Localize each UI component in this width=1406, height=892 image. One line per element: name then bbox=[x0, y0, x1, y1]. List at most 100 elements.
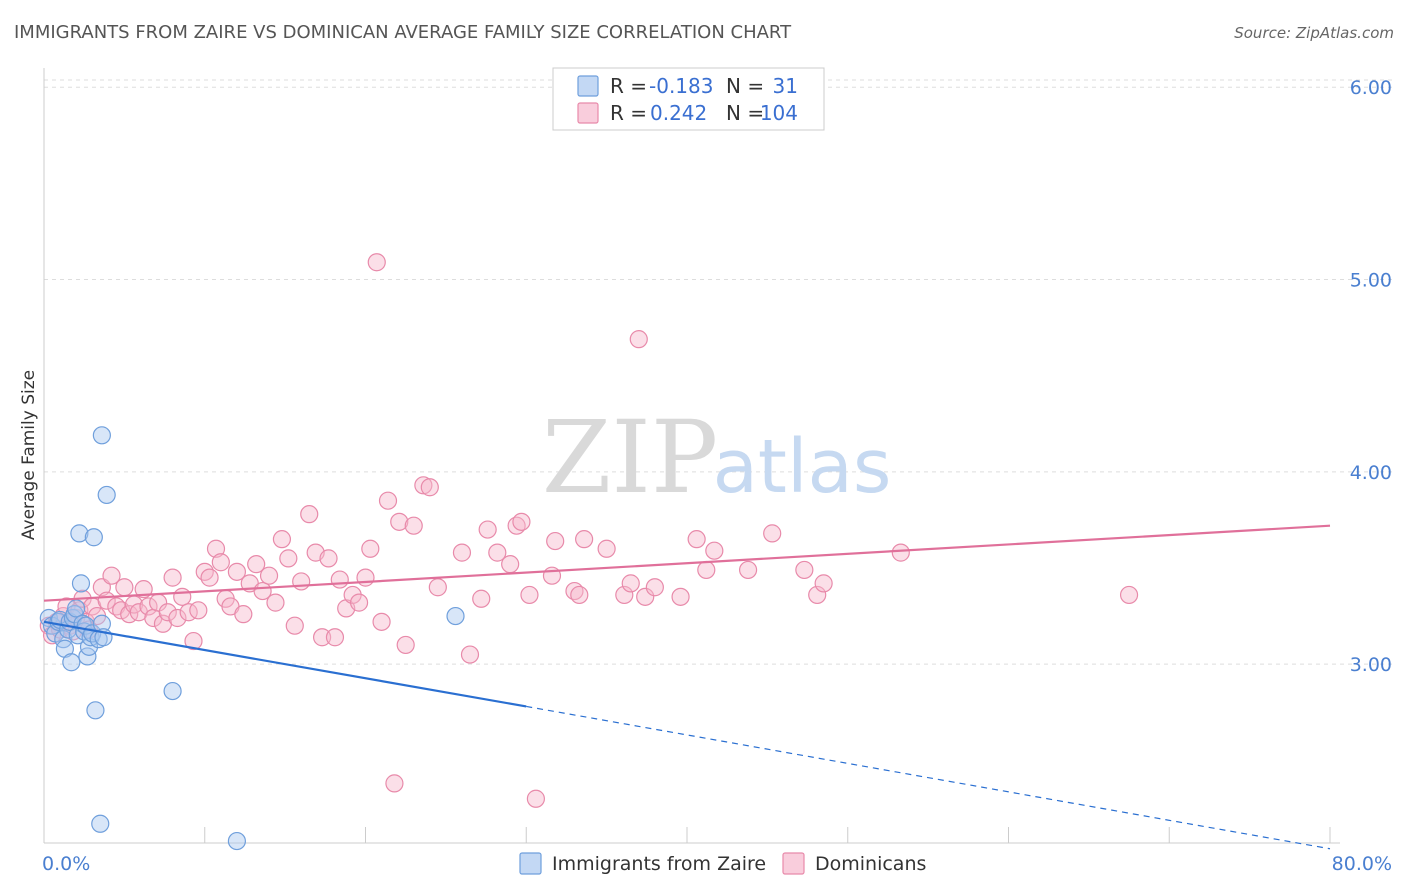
dominicans-point-39 bbox=[211, 553, 230, 572]
series-legend-swatch-dominicans bbox=[782, 852, 805, 875]
dominicans-point-53 bbox=[300, 505, 319, 524]
dominicans-point-45 bbox=[247, 555, 266, 574]
legend-r-value-1: -0.183 bbox=[649, 74, 713, 98]
dominicans-point-78 bbox=[488, 543, 507, 562]
dominicans-point-97 bbox=[697, 560, 716, 580]
y-axis-label: Average Family Size bbox=[19, 370, 39, 540]
dominicans-point-104 bbox=[891, 543, 910, 562]
x-tick-marks bbox=[43, 827, 1331, 843]
dominicans-point-42 bbox=[227, 562, 246, 581]
zaire-point-31 bbox=[163, 681, 182, 701]
dominicans-points bbox=[39, 253, 1139, 808]
dominicans-point-32 bbox=[173, 587, 192, 606]
y-tick-label-0: 3.00 bbox=[1350, 654, 1392, 676]
dominicans-point-73 bbox=[428, 578, 447, 597]
dominicans-point-65 bbox=[372, 612, 391, 631]
dominicans-point-74 bbox=[452, 543, 472, 562]
dominicans-point-36 bbox=[195, 562, 214, 581]
series-legend-label-dominicans: Dominicans bbox=[815, 853, 926, 875]
dominicans-point-62 bbox=[356, 568, 375, 587]
dominicans-point-89 bbox=[597, 539, 616, 558]
dominicans-point-66 bbox=[378, 491, 398, 510]
dominicans-point-96 bbox=[687, 530, 706, 549]
zaire-point-28 bbox=[91, 814, 110, 833]
y-tick-label-2: 5.00 bbox=[1350, 270, 1392, 292]
series-legend-swatch-zaire bbox=[519, 852, 542, 875]
dominicans-point-83 bbox=[526, 789, 545, 808]
zaire-point-9 bbox=[62, 653, 81, 672]
dominicans-point-37 bbox=[200, 568, 219, 587]
legend-r-label-1: R = bbox=[610, 74, 647, 98]
legend-n-label-1: N = bbox=[726, 74, 764, 98]
dominicans-point-92 bbox=[629, 330, 648, 349]
y-tick-labels: 3.00 4.00 5.00 6.00 bbox=[1350, 77, 1392, 676]
dominicans-point-94 bbox=[645, 578, 664, 597]
dominicans-point-91 bbox=[621, 574, 640, 593]
dominicans-point-56 bbox=[319, 549, 338, 568]
dominicans-point-58 bbox=[330, 570, 349, 589]
dominicans-point-51 bbox=[285, 616, 304, 635]
series-legend: Immigrants from Zaire Dominicans bbox=[519, 852, 926, 875]
dominicans-point-24 bbox=[134, 580, 153, 599]
trend-lines bbox=[43, 524, 1331, 850]
zaire-point-32 bbox=[227, 831, 246, 851]
zaire-trend-solid bbox=[43, 620, 527, 708]
dominicans-point-34 bbox=[184, 631, 203, 651]
dominicans-point-57 bbox=[325, 628, 345, 647]
dominicans-point-98 bbox=[705, 541, 724, 560]
correlation-legend: R = -0.183 N = 31 R = 0.242 N = 104 bbox=[552, 67, 825, 131]
zaire-points bbox=[39, 426, 465, 851]
zaire-point-12 bbox=[67, 599, 86, 618]
dominicans-point-48 bbox=[266, 593, 285, 612]
zaire-point-33 bbox=[446, 606, 465, 626]
x-tick-label-max: 80.0% bbox=[1332, 853, 1392, 875]
dominicans-point-79 bbox=[501, 555, 520, 574]
dominicans-point-77 bbox=[478, 520, 497, 539]
dominicans-point-103 bbox=[814, 574, 833, 593]
watermark-zip: ZIP bbox=[542, 399, 718, 516]
dominicans-point-95 bbox=[671, 587, 690, 606]
dominicans-point-93 bbox=[636, 587, 655, 606]
x-tick-label-min: 0.0% bbox=[42, 853, 90, 875]
dominicans-point-47 bbox=[259, 566, 279, 585]
legend-r-value-2: 0.242 bbox=[650, 101, 707, 125]
source-label: Source: ZipAtlas.com bbox=[1234, 24, 1394, 42]
zaire-point-29 bbox=[92, 426, 111, 445]
dominicans-point-101 bbox=[795, 560, 814, 580]
dominicans-point-100 bbox=[763, 524, 782, 543]
dominicans-point-82 bbox=[520, 585, 539, 605]
dominicans-point-85 bbox=[546, 531, 565, 551]
dominicans-point-17 bbox=[102, 566, 121, 585]
dominicans-point-25 bbox=[139, 597, 158, 616]
dominicans-point-63 bbox=[361, 539, 380, 558]
dominicans-point-88 bbox=[575, 530, 594, 549]
dominicans-point-43 bbox=[234, 605, 253, 624]
dominicans-point-31 bbox=[168, 608, 187, 628]
dominicans-point-38 bbox=[206, 539, 226, 558]
zaire-point-30 bbox=[97, 485, 116, 505]
dominicans-point-49 bbox=[272, 530, 292, 549]
dominicans-point-20 bbox=[115, 578, 134, 597]
dominicans-trend-line bbox=[43, 524, 1331, 602]
zaire-point-24 bbox=[86, 701, 105, 720]
series-legend-label-zaire: Immigrants from Zaire bbox=[552, 853, 766, 875]
dominicans-point-69 bbox=[396, 635, 415, 655]
dominicans-point-87 bbox=[570, 585, 589, 605]
dominicans-point-71 bbox=[414, 476, 433, 495]
legend-n-label-2: N = bbox=[726, 101, 764, 125]
dominicans-point-68 bbox=[390, 512, 409, 531]
y-tick-label-3: 6.00 bbox=[1350, 77, 1392, 99]
chart-title: IMMIGRANTS FROM ZAIRE VS DOMINICAN AVERA… bbox=[14, 22, 792, 43]
dominicans-point-35 bbox=[189, 601, 208, 620]
dominicans-point-64 bbox=[367, 253, 386, 272]
zaire-point-15 bbox=[71, 574, 91, 593]
dominicans-point-61 bbox=[349, 593, 369, 612]
legend-n-value-2: 104 bbox=[760, 101, 798, 125]
dominicans-point-52 bbox=[292, 572, 311, 591]
zaire-point-14 bbox=[70, 524, 89, 543]
dominicans-point-70 bbox=[404, 516, 423, 535]
watermark-atlas: atlas bbox=[713, 424, 892, 510]
y-tick-label-1: 4.00 bbox=[1350, 462, 1392, 484]
dominicans-point-67 bbox=[385, 774, 404, 793]
